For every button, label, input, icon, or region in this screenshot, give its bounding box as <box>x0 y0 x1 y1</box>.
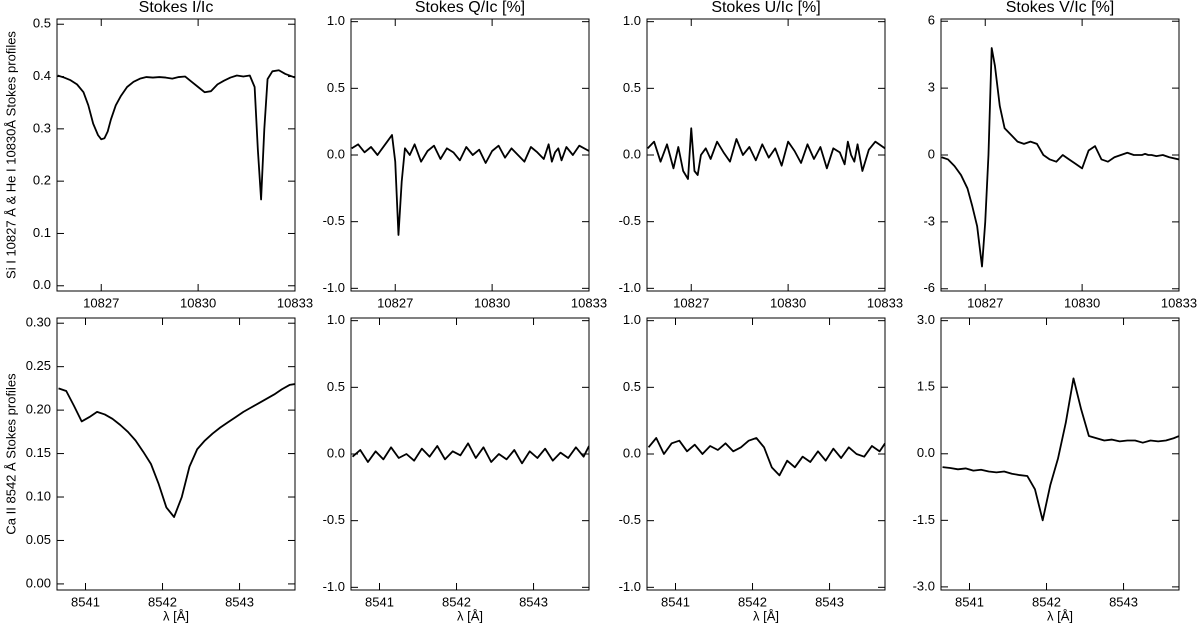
y-tick-label: -1.0 <box>323 280 345 295</box>
plot-frame <box>56 317 296 591</box>
x-axis-label: λ [Å] <box>163 608 189 623</box>
y-tick-label: 0.0 <box>623 445 641 460</box>
y-tick-label: -1.0 <box>619 579 641 594</box>
x-tick-label: 10827 <box>967 295 1003 310</box>
x-tick-label: 8543 <box>225 594 254 609</box>
y-tick-label: -0.5 <box>619 512 641 527</box>
profile-line <box>942 377 1179 522</box>
x-tick-label: 10827 <box>377 295 413 310</box>
y-tick-label: 0.00 <box>26 575 51 590</box>
y-tick-label: -3 <box>923 213 935 228</box>
x-tick-label: 8543 <box>519 594 548 609</box>
y-tick-label: 0.15 <box>26 445 51 460</box>
y-tick-label: 0.5 <box>623 80 641 95</box>
x-tick-label: 8543 <box>815 594 844 609</box>
y-tick-label: 0.30 <box>26 315 51 330</box>
y-tick-label: -6 <box>923 280 935 295</box>
y-tick-label: 0.0 <box>327 445 345 460</box>
y-tick-label: 0.0 <box>917 445 935 460</box>
y-tick-label: 0.5 <box>623 379 641 394</box>
profile-line <box>351 442 589 465</box>
profile-line <box>647 437 885 477</box>
y-tick-label: -3.0 <box>913 578 935 593</box>
plot-frame <box>646 18 886 292</box>
y-axis-label: Si I 10827 Å & He I 10830Å Stokes profil… <box>3 31 18 279</box>
panel-title: Stokes Q/Ic [%] <box>415 0 525 16</box>
x-tick-label: 8543 <box>1109 594 1138 609</box>
y-tick-label: 0.0 <box>33 277 51 292</box>
panel-title: Stokes I/Ic <box>139 0 214 16</box>
x-tick-label: 10833 <box>571 295 607 310</box>
x-tick-label: 10827 <box>83 295 119 310</box>
y-tick-label: 0.05 <box>26 532 51 547</box>
y-tick-label: -1.5 <box>913 512 935 527</box>
x-tick-label: 10833 <box>277 295 313 310</box>
panel-title: Stokes U/Ic [%] <box>711 0 820 16</box>
x-tick-label: 8542 <box>1032 594 1061 609</box>
plot-frame <box>940 317 1180 591</box>
profile-line <box>58 383 295 518</box>
y-tick-label: -1.0 <box>323 579 345 594</box>
x-axis-label: λ [Å] <box>1047 608 1073 623</box>
y-axis-label: Ca II 8542 Å Stokes profiles <box>3 373 18 535</box>
x-tick-label: 10830 <box>770 295 806 310</box>
y-tick-label: 1.0 <box>327 13 345 28</box>
y-tick-label: 3.0 <box>917 312 935 327</box>
y-tick-label: 0.25 <box>26 358 51 373</box>
x-tick-label: 8541 <box>661 594 690 609</box>
profile-line <box>941 47 1179 268</box>
y-tick-label: 0.2 <box>33 173 51 188</box>
y-tick-label: -1.0 <box>619 280 641 295</box>
x-tick-label: 10830 <box>1064 295 1100 310</box>
y-tick-label: 1.0 <box>327 312 345 327</box>
y-tick-label: 0.5 <box>33 16 51 31</box>
y-tick-label: 0.4 <box>33 68 51 83</box>
y-tick-label: 6 <box>928 13 935 28</box>
y-tick-label: 0.20 <box>26 402 51 417</box>
x-tick-label: 8542 <box>738 594 767 609</box>
x-tick-label: 8542 <box>148 594 177 609</box>
profile-line <box>647 127 885 180</box>
y-tick-label: 0.5 <box>327 379 345 394</box>
y-tick-label: 0.1 <box>33 225 51 240</box>
x-tick-label: 8541 <box>71 594 100 609</box>
y-tick-label: 0.5 <box>327 80 345 95</box>
y-tick-label: -0.5 <box>619 213 641 228</box>
x-tick-label: 10833 <box>867 295 903 310</box>
y-tick-label: -0.5 <box>323 512 345 527</box>
y-tick-label: 0.3 <box>33 120 51 135</box>
profile-line <box>351 134 589 236</box>
x-tick-label: 8541 <box>365 594 394 609</box>
panel-title: Stokes V/Ic [%] <box>1006 0 1114 16</box>
x-tick-label: 10827 <box>673 295 709 310</box>
x-tick-label: 10830 <box>180 295 216 310</box>
y-tick-label: -0.5 <box>323 213 345 228</box>
x-tick-label: 10833 <box>1161 295 1197 310</box>
y-tick-label: 0.0 <box>623 146 641 161</box>
x-tick-label: 8541 <box>955 594 984 609</box>
y-tick-label: 0 <box>928 146 935 161</box>
y-tick-label: 1.0 <box>623 13 641 28</box>
y-tick-label: 3 <box>928 80 935 95</box>
y-tick-label: 1.0 <box>623 312 641 327</box>
x-tick-label: 10830 <box>474 295 510 310</box>
y-tick-label: 0.0 <box>327 146 345 161</box>
y-tick-label: 0.10 <box>26 488 51 503</box>
plot-frame <box>56 18 296 292</box>
profile-line <box>57 69 295 201</box>
y-tick-label: 1.5 <box>917 379 935 394</box>
x-tick-label: 8542 <box>442 594 471 609</box>
x-axis-label: λ [Å] <box>457 608 483 623</box>
x-axis-label: λ [Å] <box>753 608 779 623</box>
